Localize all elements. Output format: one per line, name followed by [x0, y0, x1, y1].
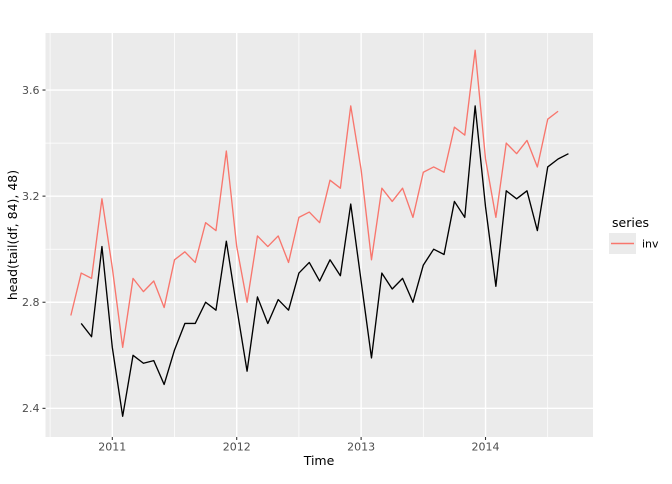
x-axis-title: Time [303, 453, 335, 468]
legend-label-inv: inv [642, 238, 659, 251]
series-line-value [80, 105, 569, 417]
x-tick-label-2013: 2013 [347, 441, 375, 454]
plot-panel [45, 33, 593, 437]
y-tick-label-3.6: 3.6 [22, 84, 40, 97]
y-tick-label-2.8: 2.8 [22, 296, 40, 309]
x-tick-label-2012: 2012 [223, 441, 251, 454]
y-tick-label-2.4: 2.4 [22, 402, 40, 415]
y-tick-label-3.2: 3.2 [22, 190, 40, 203]
series-line-inv [70, 49, 559, 349]
x-tick-label-2011: 2011 [98, 441, 126, 454]
x-tick-label-2014: 2014 [472, 441, 500, 454]
legend-title: series [612, 215, 649, 230]
legend: series inv [609, 215, 659, 254]
axes: 2011 2012 2013 2014 2.4 2.8 3.2 3.6 [22, 84, 500, 454]
panel-background [45, 33, 593, 437]
y-axis-title: head(tail(df, 84), 48) [5, 170, 20, 300]
